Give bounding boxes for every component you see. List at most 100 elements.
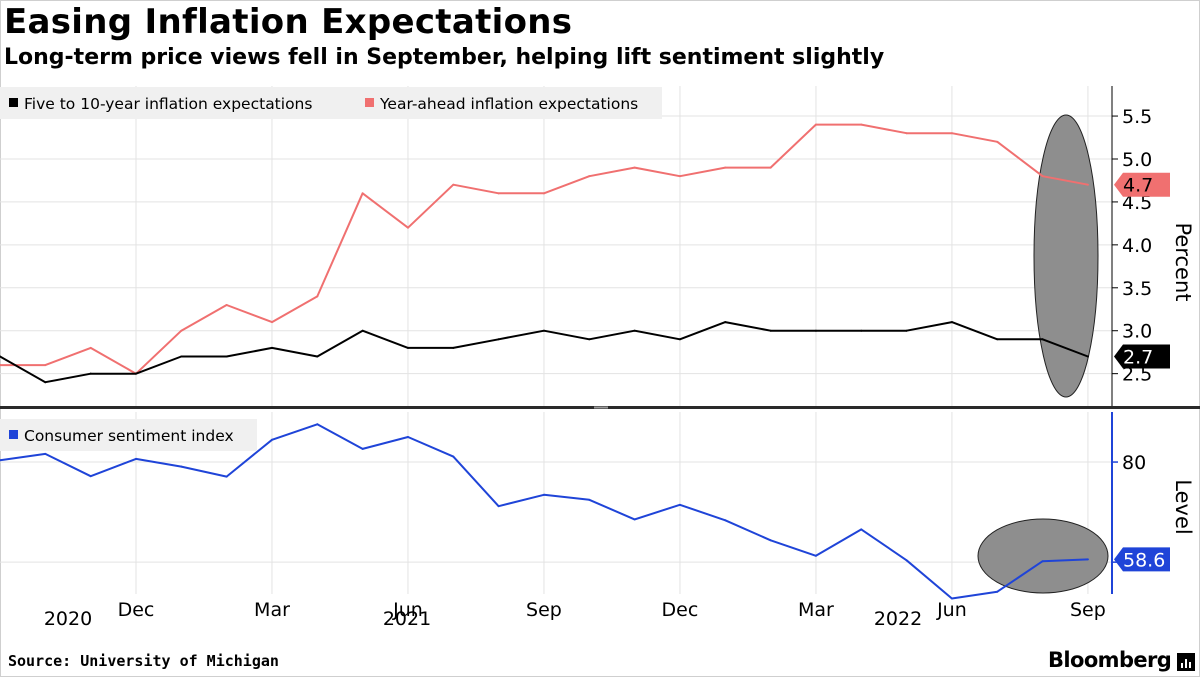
data-point bbox=[225, 355, 228, 358]
legend-label: Year-ahead inflation expectations bbox=[379, 95, 638, 113]
data-point bbox=[180, 329, 183, 332]
data-point bbox=[361, 447, 364, 450]
data-point bbox=[180, 355, 183, 358]
data-point bbox=[452, 455, 455, 458]
highlight-ellipse bbox=[977, 518, 1109, 594]
data-point bbox=[316, 355, 319, 358]
data-point bbox=[542, 192, 545, 195]
data-point bbox=[1041, 175, 1044, 178]
legend-label: Consumer sentiment index bbox=[24, 427, 234, 445]
legend-swatch bbox=[365, 98, 374, 107]
data-point bbox=[270, 438, 273, 441]
data-point bbox=[588, 175, 591, 178]
x-tick-label: Mar bbox=[254, 599, 290, 621]
x-tick-label: Mar bbox=[798, 599, 834, 621]
last-value-label: 58.6 bbox=[1123, 549, 1165, 571]
data-point bbox=[633, 518, 636, 521]
data-point bbox=[497, 192, 500, 195]
data-point bbox=[225, 303, 228, 306]
data-point bbox=[814, 123, 817, 126]
data-point bbox=[44, 364, 47, 367]
data-point bbox=[89, 346, 92, 349]
data-point bbox=[905, 559, 908, 562]
y-tick-label: 4.0 bbox=[1122, 235, 1152, 257]
data-point bbox=[406, 346, 409, 349]
y-tick-label: 4.5 bbox=[1122, 192, 1152, 214]
data-point bbox=[814, 329, 817, 332]
data-point bbox=[361, 329, 364, 332]
data-point bbox=[316, 423, 319, 426]
data-point bbox=[950, 597, 953, 600]
highlight-ellipse bbox=[1033, 114, 1099, 398]
brand-logo: Bloomberg bbox=[1048, 648, 1172, 672]
y-axis-title: Percent bbox=[1171, 222, 1195, 301]
data-point bbox=[134, 457, 137, 460]
data-point bbox=[678, 338, 681, 341]
last-value-label: 4.7 bbox=[1123, 175, 1153, 197]
last-value-tag bbox=[1114, 172, 1170, 197]
data-point bbox=[996, 590, 999, 593]
data-point bbox=[0, 364, 1, 367]
legend-box bbox=[0, 87, 662, 119]
data-point bbox=[452, 183, 455, 186]
chart-title: Easing Inflation Expectations bbox=[4, 2, 573, 42]
data-point bbox=[724, 519, 727, 522]
data-point bbox=[44, 452, 47, 455]
data-point bbox=[134, 372, 137, 375]
data-point bbox=[1086, 183, 1089, 186]
y-tick-label: 3.0 bbox=[1122, 321, 1152, 343]
data-point bbox=[0, 459, 1, 462]
panel-resize-handle bbox=[594, 406, 608, 409]
last-value-label: 2.7 bbox=[1123, 346, 1153, 368]
x-year-label: 2021 bbox=[383, 608, 431, 630]
data-point bbox=[860, 528, 863, 531]
data-point bbox=[406, 436, 409, 439]
series-group bbox=[0, 423, 1089, 600]
data-point bbox=[769, 329, 772, 332]
source-note: Source: University of Michigan bbox=[8, 652, 279, 670]
series-group bbox=[0, 123, 1089, 375]
data-point bbox=[724, 166, 727, 169]
data-point bbox=[769, 539, 772, 542]
data-point bbox=[452, 346, 455, 349]
data-point bbox=[905, 329, 908, 332]
data-point bbox=[225, 475, 228, 478]
y-tick-label: 3.5 bbox=[1122, 278, 1152, 300]
legend-box bbox=[0, 419, 257, 451]
x-tick-label: Dec bbox=[118, 599, 155, 621]
data-point bbox=[270, 321, 273, 324]
legend-swatch bbox=[9, 98, 18, 107]
data-point bbox=[1086, 355, 1089, 358]
bloomberg-chart-icon bbox=[1177, 653, 1195, 671]
x-year-label: 2022 bbox=[874, 608, 922, 630]
y-tick-label: 80 bbox=[1122, 452, 1146, 474]
data-point bbox=[678, 175, 681, 178]
data-point bbox=[814, 554, 817, 557]
x-tick-label: Jun bbox=[936, 599, 967, 621]
data-point bbox=[1086, 558, 1089, 561]
data-point bbox=[588, 338, 591, 341]
x-tick-label: Jun bbox=[392, 599, 423, 621]
data-point bbox=[633, 166, 636, 169]
y-axis-title: Level bbox=[1171, 479, 1195, 534]
data-point bbox=[542, 329, 545, 332]
data-point bbox=[44, 381, 47, 384]
data-point bbox=[497, 505, 500, 508]
data-point bbox=[1041, 560, 1044, 563]
y-tick-label: 2.5 bbox=[1122, 364, 1152, 386]
y-tick-label: 5.5 bbox=[1122, 106, 1152, 128]
data-point bbox=[860, 329, 863, 332]
data-point bbox=[950, 321, 953, 324]
data-point bbox=[361, 192, 364, 195]
data-point bbox=[1041, 338, 1044, 341]
data-point bbox=[0, 355, 1, 358]
data-point bbox=[996, 140, 999, 143]
legend-swatch bbox=[9, 430, 18, 439]
legend-label: Five to 10-year inflation expectations bbox=[24, 95, 312, 113]
last-value-tag bbox=[1114, 344, 1170, 369]
data-point bbox=[950, 132, 953, 135]
data-point bbox=[678, 503, 681, 506]
data-point bbox=[270, 346, 273, 349]
data-point bbox=[996, 338, 999, 341]
